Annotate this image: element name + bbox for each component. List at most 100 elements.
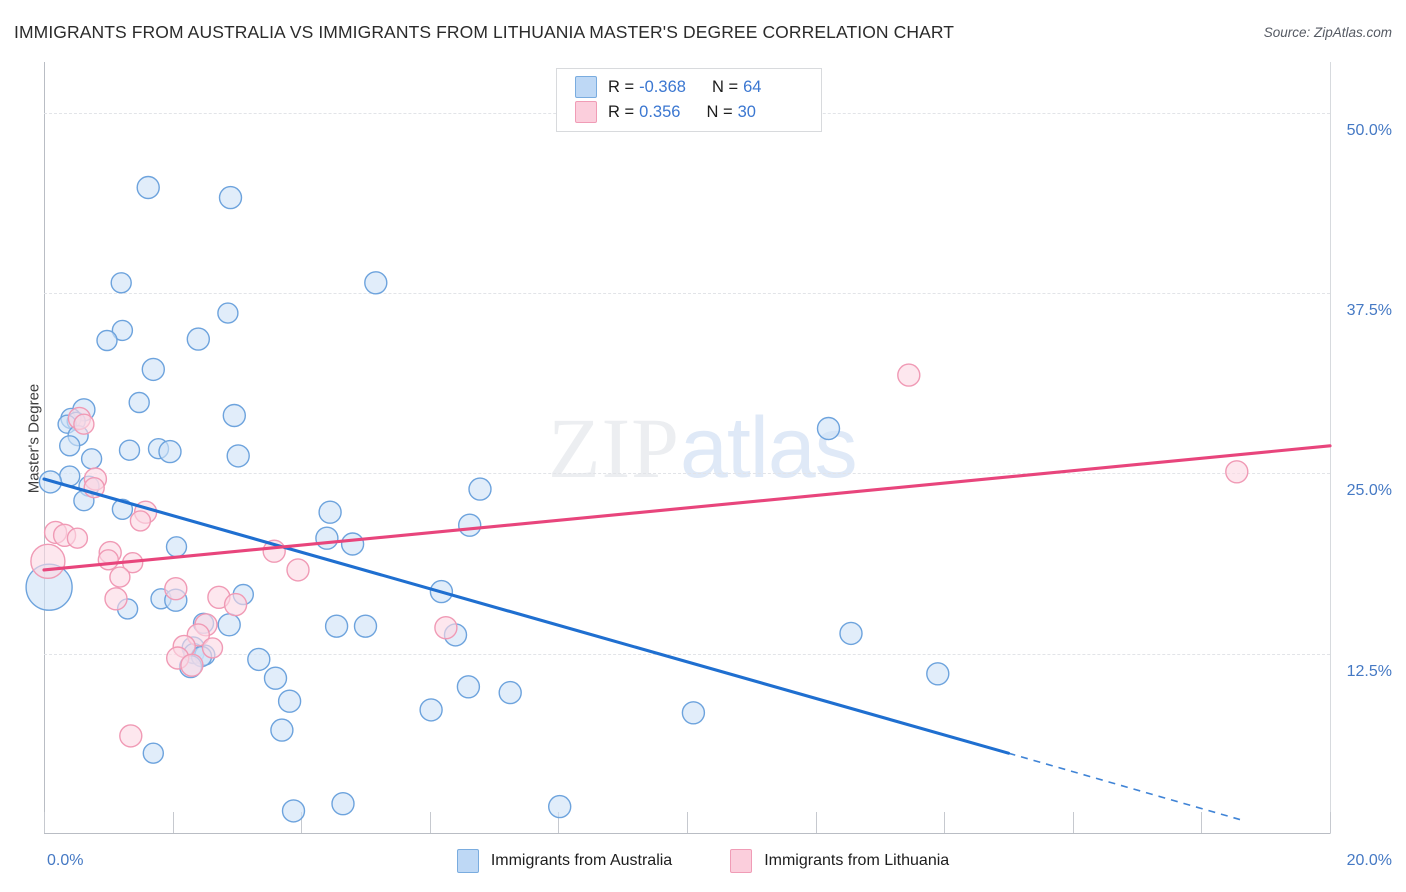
- stats-row-lithuania: R = 0.356 N = 30: [575, 100, 756, 124]
- data-point: [456, 675, 481, 699]
- data-point: [80, 448, 103, 470]
- gridline: [44, 473, 1330, 475]
- data-point: [458, 513, 482, 537]
- x-axis-tick: [1330, 812, 1331, 833]
- trendline-lithuania: [42, 444, 1332, 572]
- data-point: [926, 662, 950, 686]
- data-point: [324, 614, 349, 638]
- gridline: [44, 292, 1330, 294]
- data-point: [270, 718, 294, 742]
- x-axis-tick: [172, 812, 174, 833]
- data-point: [353, 614, 378, 638]
- data-point: [816, 416, 841, 441]
- right-axis-line: [1330, 62, 1331, 834]
- data-point: [58, 435, 81, 457]
- data-point: [419, 698, 443, 722]
- x-axis-tick: [944, 812, 946, 833]
- pink-r-value: 0.356: [639, 102, 681, 121]
- data-point: [119, 724, 143, 748]
- x-axis-tick: [301, 812, 303, 833]
- data-point: [30, 543, 66, 579]
- data-point: [129, 510, 152, 532]
- blue-r-value: -0.368: [639, 77, 686, 96]
- data-point: [128, 391, 150, 414]
- x-axis-tick: [44, 812, 45, 833]
- correlation-stats-box: R = -0.368 N = 64 R = 0.356 N = 30: [556, 68, 822, 132]
- data-point: [111, 319, 134, 342]
- source-attribution: Source: ZipAtlas.com: [1263, 25, 1392, 40]
- x-axis-tick: [815, 812, 817, 833]
- pink-n-value: 30: [737, 102, 756, 121]
- series-points-australia: [25, 175, 950, 823]
- data-point: [315, 526, 339, 550]
- y-axis-tick-label: 50.0%: [1346, 121, 1392, 139]
- blue-swatch-icon: [575, 76, 597, 98]
- data-point: [201, 637, 224, 659]
- y-axis-line: [44, 62, 45, 834]
- data-point: [186, 327, 211, 351]
- gridline: [44, 653, 1330, 655]
- y-axis-tick-label: 12.5%: [1346, 662, 1392, 680]
- data-point: [331, 792, 355, 816]
- legend-item-australia[interactable]: Immigrants from Australia: [456, 849, 673, 873]
- data-point: [218, 185, 243, 210]
- x-axis-tick: [1201, 812, 1203, 833]
- blue-n-label: N =: [711, 77, 739, 96]
- data-point: [73, 413, 95, 435]
- data-point: [118, 439, 141, 461]
- data-point: [548, 794, 572, 819]
- page-title: IMMIGRANTS FROM AUSTRALIA VS IMMIGRANTS …: [14, 22, 955, 42]
- series-points-lithuania: [30, 363, 1249, 748]
- data-point: [217, 302, 239, 324]
- data-point: [158, 439, 182, 464]
- data-point: [263, 666, 288, 690]
- x-axis-max-label: 20.0%: [1346, 852, 1392, 869]
- data-point: [217, 613, 241, 637]
- y-axis-tick-label: 37.5%: [1346, 301, 1392, 319]
- pink-n-label: N =: [706, 102, 733, 121]
- pink-r-label: R =: [608, 102, 635, 121]
- stats-row-australia: R = -0.368 N = 64: [575, 75, 761, 99]
- data-point: [681, 701, 706, 725]
- data-point: [104, 587, 128, 611]
- legend-blue-label: Immigrants from Australia: [490, 852, 673, 869]
- data-point: [281, 799, 306, 823]
- blue-r-label: R =: [608, 77, 635, 96]
- data-point: [110, 272, 132, 294]
- data-point: [66, 527, 89, 549]
- series-legend: Immigrants from Australia Immigrants fro…: [0, 849, 1406, 873]
- data-point: [434, 616, 458, 640]
- data-point: [222, 403, 247, 428]
- data-point: [223, 592, 248, 617]
- data-point: [897, 363, 921, 387]
- data-point: [180, 653, 204, 677]
- data-point: [498, 680, 522, 705]
- data-point: [164, 577, 188, 601]
- blue-n-value: 64: [743, 77, 762, 96]
- x-axis-tick: [429, 812, 431, 833]
- data-point: [165, 536, 188, 558]
- data-point: [141, 357, 166, 382]
- data-point: [109, 566, 131, 588]
- data-point: [340, 532, 365, 556]
- x-axis-tick: [1072, 812, 1074, 833]
- data-point: [286, 558, 310, 582]
- x-axis-tick: [558, 812, 560, 833]
- trendline-extension-australia: [1008, 752, 1241, 821]
- x-axis-line: [44, 833, 1330, 834]
- data-point: [364, 271, 388, 295]
- data-point: [247, 647, 271, 672]
- legend-blue-swatch-icon: [456, 849, 479, 873]
- data-point: [97, 549, 120, 571]
- data-point: [468, 477, 492, 501]
- data-point: [277, 689, 302, 713]
- data-point: [96, 329, 118, 352]
- legend-item-lithuania[interactable]: Immigrants from Lithuania: [730, 849, 949, 873]
- legend-pink-label: Immigrants from Lithuania: [764, 852, 950, 869]
- legend-pink-swatch-icon: [730, 849, 753, 873]
- data-point: [142, 742, 165, 764]
- data-point: [136, 175, 160, 200]
- x-axis-tick: [687, 812, 688, 833]
